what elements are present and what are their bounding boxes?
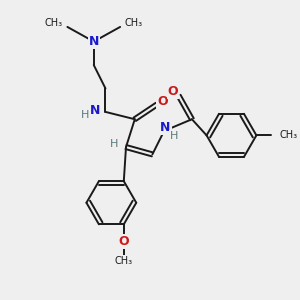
Text: H: H <box>170 131 178 141</box>
Text: O: O <box>168 85 178 98</box>
Text: N: N <box>90 104 101 117</box>
Text: H: H <box>81 110 89 120</box>
Text: N: N <box>160 121 171 134</box>
Text: CH₃: CH₃ <box>280 130 298 140</box>
Text: H: H <box>110 139 118 149</box>
Text: N: N <box>88 35 99 48</box>
Text: O: O <box>157 95 168 108</box>
Text: CH₃: CH₃ <box>45 17 63 28</box>
Text: O: O <box>118 235 129 248</box>
Text: CH₃: CH₃ <box>124 17 143 28</box>
Text: CH₃: CH₃ <box>115 256 133 266</box>
